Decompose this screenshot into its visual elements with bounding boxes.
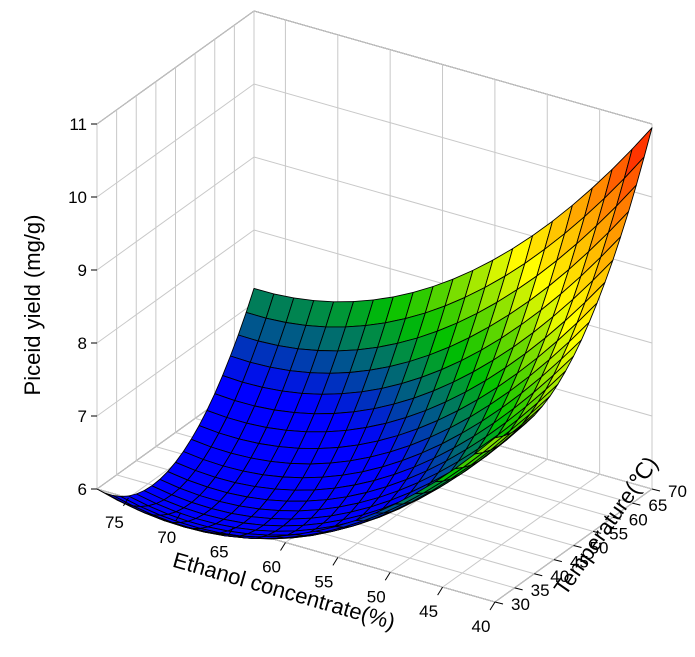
y-tick-70: 70 [668, 482, 687, 501]
y-tickmark-65 [632, 502, 641, 506]
x-tick-70: 70 [157, 528, 176, 547]
z-tick-10: 10 [68, 188, 87, 207]
y-tick-40: 40 [550, 567, 569, 586]
x-tickmark-45 [437, 586, 444, 596]
y-tick-55: 55 [609, 524, 628, 543]
y-tick-30: 30 [511, 595, 530, 614]
x-tickmark-70 [175, 512, 182, 522]
z-tick-7: 7 [78, 407, 87, 426]
x-tickmark-40 [489, 601, 496, 611]
z-axis-title: Piceid yield (mg/g) [20, 215, 45, 396]
y-tick-35: 35 [531, 581, 550, 600]
x-tick-75: 75 [105, 513, 124, 532]
y-tick-65: 65 [648, 496, 667, 515]
y-tickmark-70 [651, 488, 661, 492]
z-tick-11: 11 [69, 115, 87, 134]
tick-labels: 6789101140455055606570753035404550556065… [68, 115, 687, 636]
z-tick-8: 8 [78, 334, 87, 353]
x-tickmark-55 [332, 557, 339, 566]
x-tick-60: 60 [262, 558, 281, 577]
z-tick-9: 9 [78, 261, 87, 280]
y-tickmark-55 [593, 530, 602, 534]
x-tick-65: 65 [210, 543, 229, 562]
y-tickmark-45 [553, 559, 562, 563]
y-tick-45: 45 [570, 553, 589, 572]
y-tickmark-30 [494, 601, 504, 605]
surface-cell-19-0 [474, 435, 504, 455]
z-tick-6: 6 [78, 480, 87, 499]
y-tick-60: 60 [629, 510, 648, 529]
y-tick-50: 50 [590, 539, 609, 558]
x-tickmark-75 [122, 497, 129, 507]
y-tickmark-50 [573, 545, 582, 548]
y-tickmark-40 [534, 573, 543, 577]
grid-z-9 [96, 156, 653, 271]
x-tickmark-50 [384, 571, 391, 581]
y-tickmark-35 [514, 587, 523, 591]
response-surface [96, 127, 653, 540]
x-tick-55: 55 [314, 572, 333, 591]
x-tickmark-65 [227, 527, 234, 536]
x-tick-40: 40 [472, 617, 491, 636]
x-tickmark-60 [280, 542, 286, 551]
grid-z-10 [96, 83, 653, 198]
x-tick-50: 50 [367, 587, 386, 606]
grid-z-11 [96, 10, 653, 125]
x-tick-45: 45 [419, 602, 438, 621]
y-tickmark-60 [612, 516, 621, 520]
x-axis-title: Ethanol concentrate(%) [170, 547, 398, 634]
